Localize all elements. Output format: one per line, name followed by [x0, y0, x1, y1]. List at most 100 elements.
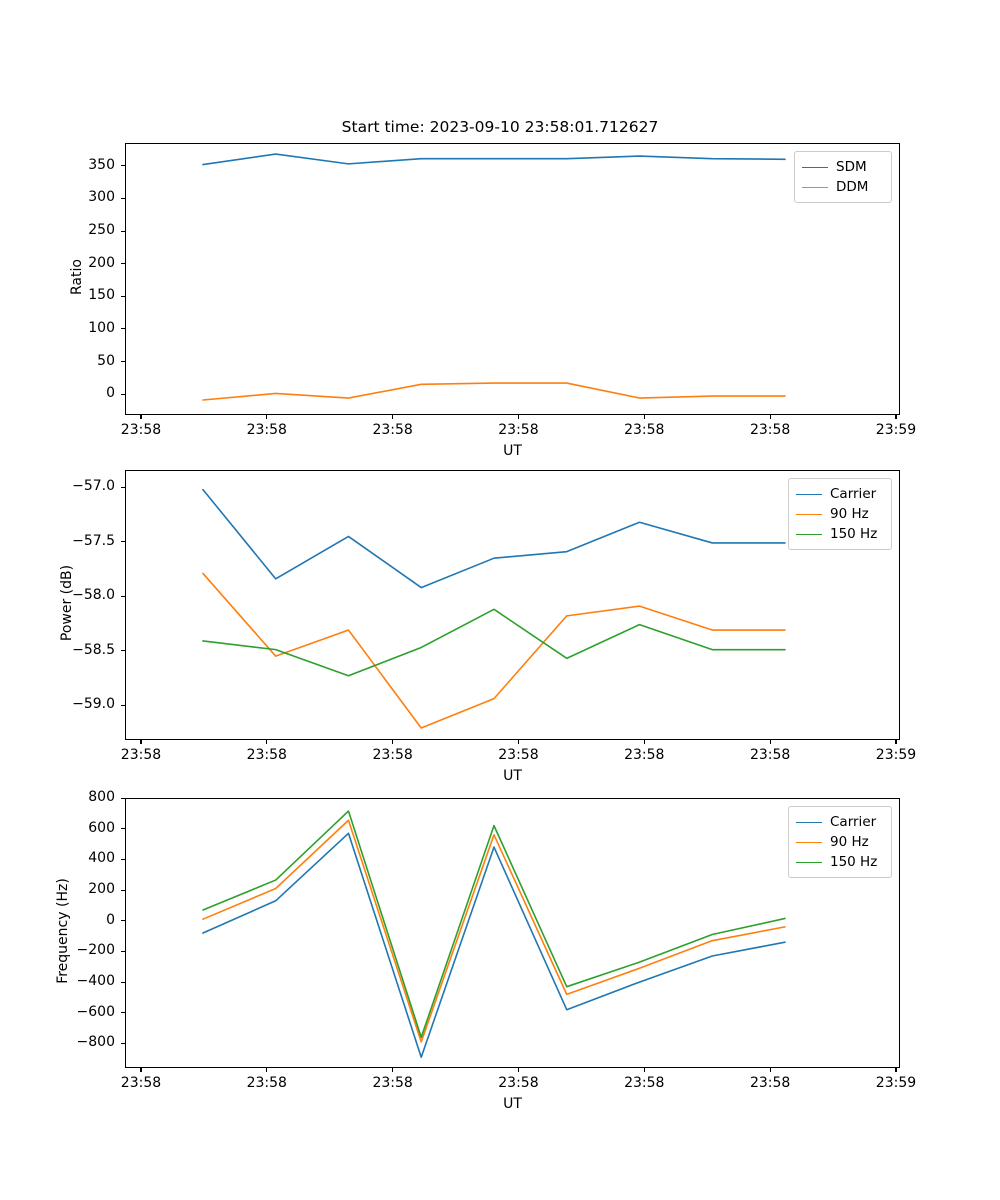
x-tickmark: [517, 415, 520, 419]
legend-item: Carrier: [796, 484, 884, 504]
legend-label: 150 Hz: [830, 854, 878, 870]
series-line-carrier: [202, 488, 786, 589]
x-tickmark: [895, 740, 897, 744]
y-tickmark: [121, 328, 125, 330]
plot-lines: [202, 153, 786, 401]
legend[interactable]: Carrier 90 Hz 150 Hz: [788, 806, 892, 878]
y-tick-label: 300: [88, 189, 115, 206]
y-tick-label: 600: [88, 819, 115, 836]
legend-label: SDM: [836, 159, 867, 175]
y-tick-label: −200: [76, 942, 115, 959]
x-tickmark: [266, 740, 268, 744]
legend-label: 90 Hz: [830, 834, 869, 850]
y-tick-label: 250: [88, 222, 115, 239]
legend-item: 90 Hz: [796, 504, 884, 524]
y-tickmark: [121, 950, 125, 952]
plot-lines: [202, 810, 786, 1059]
y-tickmark: [121, 1012, 125, 1014]
y-tickmark: [121, 797, 125, 799]
y-tick-label: −800: [76, 1034, 115, 1051]
x-tick-label: 23:58: [372, 422, 413, 438]
y-tickmark: [121, 165, 125, 167]
x-tick-label: 23:58: [498, 422, 539, 438]
y-tick-label: −400: [76, 973, 115, 990]
x-tickmark: [643, 740, 645, 744]
legend-color-swatch: [802, 186, 828, 188]
legend-label: DDM: [836, 179, 869, 195]
x-tick-label: 23:58: [749, 1075, 791, 1091]
y-tick-label: 400: [88, 850, 115, 867]
x-tick-label: 23:58: [120, 1075, 162, 1091]
panel-power: −57.0 −57.5 −58.0 −58.5 −59.0 23:58 23:58 23:58…: [59, 470, 916, 784]
x-tick-label: 23:58: [246, 422, 287, 438]
axes-frame: [125, 143, 900, 415]
x-tickmark: [392, 740, 394, 744]
x-tickmark: [392, 1068, 394, 1072]
y-axis-label: Frequency (Hz): [55, 878, 71, 984]
y-tickmark: [121, 650, 125, 652]
y-tickmark: [121, 981, 125, 983]
series-line-150-hz: [202, 810, 786, 1039]
x-axis-label: UT: [503, 768, 522, 784]
legend-item: 150 Hz: [796, 852, 884, 872]
legend-label: 90 Hz: [830, 506, 869, 522]
x-tick-label: 23:58: [624, 747, 665, 763]
y-tick-label: −58.0: [72, 587, 115, 604]
series-line-ddm: [202, 382, 786, 401]
y-tickmark: [121, 889, 125, 891]
legend[interactable]: Carrier 90 Hz 150 Hz: [788, 478, 892, 550]
y-tick-label: 150: [88, 287, 115, 304]
y-tick-label: −58.5: [72, 641, 115, 658]
x-tick-label: 23:58: [624, 422, 665, 438]
plot-lines: [202, 488, 786, 729]
x-tickmark: [643, 1068, 645, 1072]
y-tick-label: 0: [106, 385, 115, 402]
x-tickmark: [140, 1068, 142, 1072]
x-tick-label: 23:58: [246, 1075, 287, 1091]
x-tickmark: [392, 415, 394, 419]
x-tick-label: 23:59: [875, 747, 917, 763]
legend-color-swatch: [796, 513, 822, 515]
y-tick-label: 200: [88, 881, 115, 898]
x-tick-label: 23:59: [875, 422, 917, 438]
legend-item: DDM: [802, 177, 884, 197]
legend-color-swatch: [796, 841, 822, 843]
legend-color-swatch: [802, 166, 828, 168]
legend-color-swatch: [796, 821, 822, 823]
axes-frame: [125, 470, 900, 740]
y-tickmark: [121, 828, 125, 830]
y-tick-label: 0: [106, 911, 115, 928]
panel-ratio: 0 50 100 150 200 250 300 350 23:58 23:58 23:58 23:5…: [69, 143, 916, 459]
figure-title: Start time: 2023-09-10 23:58:01.712627: [341, 118, 659, 136]
y-tickmark: [121, 393, 125, 395]
y-tickmark: [121, 230, 125, 232]
legend[interactable]: SDM DDM: [794, 151, 892, 203]
panel-frequency: −800 −600 −400 −200 0 200 400 600 800 23:58 23:58 2…: [55, 789, 916, 1112]
legend-label: Carrier: [830, 486, 877, 502]
x-tickmark: [266, 415, 268, 419]
x-tick-label: 23:58: [372, 747, 413, 763]
y-tick-label: −600: [76, 1003, 115, 1020]
x-tick-label: 23:58: [120, 747, 162, 763]
y-tickmark: [121, 295, 125, 297]
y-tickmark: [121, 1042, 125, 1045]
x-tickmark: [895, 415, 897, 419]
x-axis-label: UT: [503, 443, 522, 459]
legend-color-swatch: [796, 533, 822, 535]
y-tick-label: 50: [97, 352, 115, 369]
legend-color-swatch: [796, 493, 822, 495]
legend-item: Carrier: [796, 812, 884, 832]
y-tick-label: −59.0: [72, 696, 115, 713]
x-tickmark: [517, 1068, 520, 1072]
y-tickmark: [121, 361, 125, 363]
legend-label: Carrier: [830, 814, 877, 830]
y-tickmark: [121, 263, 125, 265]
x-tick-label: 23:58: [749, 422, 791, 438]
x-axis-label: UT: [503, 1096, 522, 1112]
y-tick-label: −57.0: [72, 478, 115, 495]
series-line-90-hz: [202, 819, 786, 1043]
x-tickmark: [769, 415, 771, 419]
x-tick-label: 23:58: [120, 422, 162, 438]
x-tick-label: 23:58: [624, 1075, 665, 1091]
x-tick-label: 23:58: [372, 1075, 413, 1091]
